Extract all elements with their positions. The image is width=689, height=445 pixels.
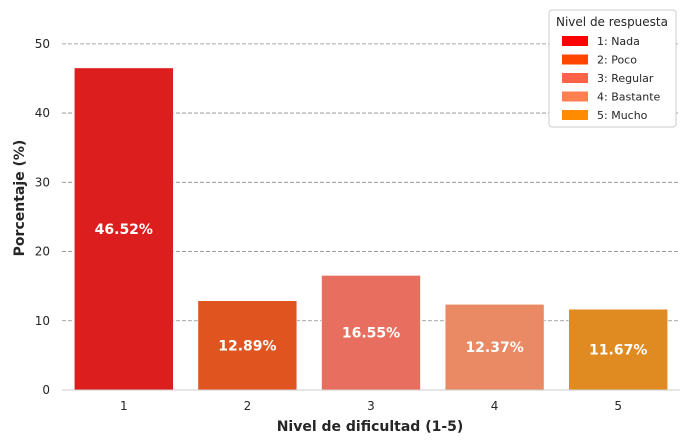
legend-swatch xyxy=(562,54,588,65)
bars xyxy=(74,67,668,391)
legend-swatch xyxy=(562,73,588,83)
x-axis-title: Nivel de dificultad (1-5) xyxy=(277,419,464,435)
x-tick-label: 5 xyxy=(614,399,622,413)
legend-title: Nivel de respuesta xyxy=(556,15,668,29)
bar-1 xyxy=(74,67,174,391)
x-tick-label: 1 xyxy=(120,399,128,413)
bar-5 xyxy=(568,308,668,391)
bar-2 xyxy=(197,300,298,391)
x-tick-label: 3 xyxy=(367,399,375,413)
y-tick-label: 0 xyxy=(42,383,50,397)
legend-swatch xyxy=(562,36,588,46)
x-tick-label: 2 xyxy=(244,399,252,413)
bar-value-labels: 46.52% 12.89% 16.55% 12.37% 11.67% xyxy=(95,222,648,359)
bar-4 xyxy=(444,304,545,391)
y-tick-label: 40 xyxy=(35,106,50,120)
y-tick-label: 10 xyxy=(35,314,50,328)
bar-value-label: 12.89% xyxy=(218,338,276,354)
legend-swatch xyxy=(562,91,588,102)
bar-value-label: 46.52% xyxy=(95,222,153,238)
y-axis-title: Porcentaje (%) xyxy=(12,140,28,257)
bar-value-label: 12.37% xyxy=(465,340,523,356)
bar-value-label: 16.55% xyxy=(342,326,400,342)
bar-value-label: 11.67% xyxy=(589,343,647,359)
y-axis-ticks: 0 10 20 30 40 50 xyxy=(35,37,50,397)
x-axis-ticks: 1 2 3 4 5 xyxy=(120,399,622,413)
legend-label: 5: Mucho xyxy=(597,109,648,122)
legend: Nivel de respuesta 1: Nada 2: Poco 3: Regu… xyxy=(548,9,677,128)
y-tick-label: 30 xyxy=(35,175,50,189)
legend-label: 3: Regular xyxy=(597,72,654,85)
y-tick-label: 20 xyxy=(35,245,50,259)
legend-label: 1: Nada xyxy=(597,35,640,48)
legend-items: 1: Nada 2: Poco 3: Regular 4: Bastante 5: Mu… xyxy=(562,35,661,122)
legend-swatch xyxy=(562,110,588,120)
legend-label: 4: Bastante xyxy=(597,91,661,104)
x-tick-label: 4 xyxy=(491,399,499,413)
bar-3 xyxy=(321,275,421,391)
legend-label: 2: Poco xyxy=(597,54,637,67)
y-tick-label: 50 xyxy=(35,37,50,51)
